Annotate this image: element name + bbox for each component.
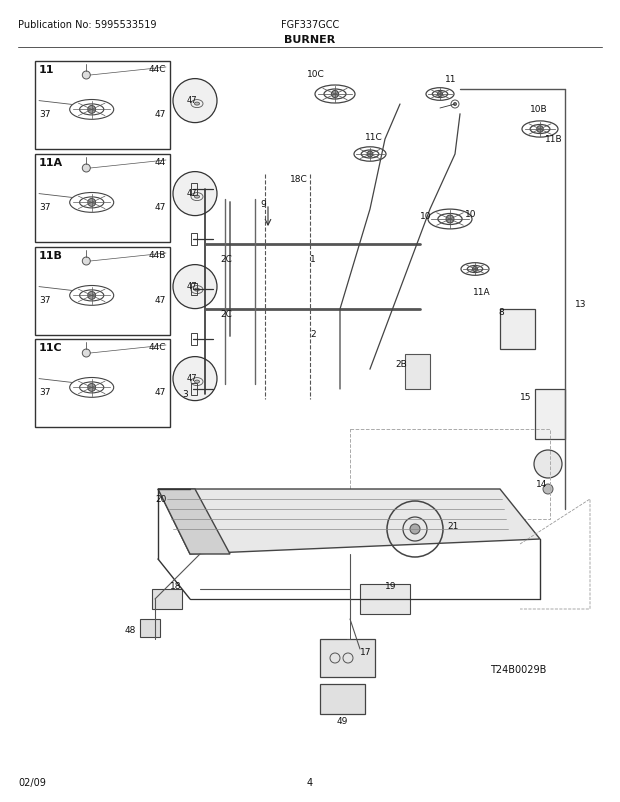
Polygon shape xyxy=(158,489,540,554)
Text: 11C: 11C xyxy=(365,133,383,142)
Text: 15: 15 xyxy=(520,392,531,402)
Text: 44B: 44B xyxy=(149,251,166,260)
Circle shape xyxy=(534,451,562,479)
Text: 11: 11 xyxy=(39,65,55,75)
Text: 02/09: 02/09 xyxy=(18,777,46,787)
Circle shape xyxy=(173,172,217,217)
Circle shape xyxy=(88,199,95,207)
Text: 48: 48 xyxy=(125,626,136,634)
Text: 11C: 11C xyxy=(39,342,63,353)
Bar xyxy=(320,684,365,714)
Circle shape xyxy=(173,79,217,124)
Bar xyxy=(350,429,550,520)
Circle shape xyxy=(537,127,543,133)
Bar xyxy=(140,619,160,638)
Bar xyxy=(35,155,170,243)
Text: 37: 37 xyxy=(39,110,50,119)
Circle shape xyxy=(543,484,553,494)
Text: 47: 47 xyxy=(187,373,198,382)
Text: 2C: 2C xyxy=(220,255,232,264)
Text: 1: 1 xyxy=(310,255,316,264)
Text: 11A: 11A xyxy=(473,288,490,297)
Circle shape xyxy=(82,350,91,358)
Circle shape xyxy=(472,267,477,272)
Bar xyxy=(191,284,197,296)
Text: 10: 10 xyxy=(420,212,432,221)
Text: 17: 17 xyxy=(360,647,371,656)
Text: 21: 21 xyxy=(447,521,458,530)
Text: 2: 2 xyxy=(310,330,316,338)
Circle shape xyxy=(173,265,217,310)
Text: 18: 18 xyxy=(170,581,182,590)
Circle shape xyxy=(438,92,443,97)
Text: 44C: 44C xyxy=(149,342,166,351)
Circle shape xyxy=(82,257,91,265)
Text: 37: 37 xyxy=(39,296,50,305)
Text: 20: 20 xyxy=(155,494,166,504)
Text: 4: 4 xyxy=(307,777,313,787)
Bar xyxy=(35,248,170,335)
Text: Publication No: 5995533519: Publication No: 5995533519 xyxy=(18,20,156,30)
Text: 10B: 10B xyxy=(530,105,547,114)
Circle shape xyxy=(367,152,373,158)
Text: 10C: 10C xyxy=(307,70,325,79)
Text: 47: 47 xyxy=(154,203,166,212)
Circle shape xyxy=(332,91,339,99)
Bar xyxy=(500,310,535,350)
Text: 10: 10 xyxy=(465,210,477,219)
Text: 37: 37 xyxy=(39,203,50,212)
Text: 47: 47 xyxy=(187,95,198,104)
Bar xyxy=(320,639,375,677)
Text: 13: 13 xyxy=(575,300,587,309)
Bar xyxy=(152,589,182,610)
Text: 47: 47 xyxy=(154,387,166,396)
Ellipse shape xyxy=(195,381,200,383)
Text: 3: 3 xyxy=(182,390,188,399)
Text: 2B: 2B xyxy=(395,359,407,369)
Text: 47: 47 xyxy=(187,188,198,197)
Text: 11B: 11B xyxy=(39,251,63,261)
Bar xyxy=(35,339,170,427)
Bar xyxy=(191,334,197,346)
Text: 47: 47 xyxy=(154,296,166,305)
Ellipse shape xyxy=(195,103,200,106)
Bar xyxy=(191,233,197,245)
Text: 8: 8 xyxy=(498,308,503,317)
Bar xyxy=(405,354,430,390)
Text: T24B0029B: T24B0029B xyxy=(490,664,546,674)
Text: FGF337GCC: FGF337GCC xyxy=(281,20,339,30)
Circle shape xyxy=(82,72,91,80)
Text: 44C: 44C xyxy=(149,65,166,74)
Bar xyxy=(191,383,197,395)
Circle shape xyxy=(88,384,95,392)
Text: 19: 19 xyxy=(385,581,397,590)
Text: 44: 44 xyxy=(155,158,166,167)
Text: 47: 47 xyxy=(154,110,166,119)
Text: BURNER: BURNER xyxy=(285,35,335,45)
Ellipse shape xyxy=(195,289,200,292)
Bar xyxy=(360,585,410,614)
Bar xyxy=(191,184,197,196)
Text: 2C: 2C xyxy=(220,310,232,318)
Text: 11A: 11A xyxy=(39,158,63,168)
Text: 14: 14 xyxy=(536,480,547,488)
Text: 11B: 11B xyxy=(545,135,562,144)
Ellipse shape xyxy=(195,196,200,199)
Text: 49: 49 xyxy=(337,716,348,725)
Circle shape xyxy=(410,525,420,534)
Bar xyxy=(535,390,565,439)
Polygon shape xyxy=(158,489,230,554)
Circle shape xyxy=(82,164,91,172)
Circle shape xyxy=(88,292,95,300)
Text: 47: 47 xyxy=(187,282,198,290)
Bar xyxy=(35,62,170,150)
Circle shape xyxy=(446,216,454,224)
Circle shape xyxy=(453,103,456,107)
Text: 37: 37 xyxy=(39,387,50,396)
Text: 9: 9 xyxy=(260,200,266,209)
Circle shape xyxy=(88,107,95,114)
Text: 18C: 18C xyxy=(290,175,308,184)
Circle shape xyxy=(173,357,217,401)
Text: 11: 11 xyxy=(445,75,456,84)
